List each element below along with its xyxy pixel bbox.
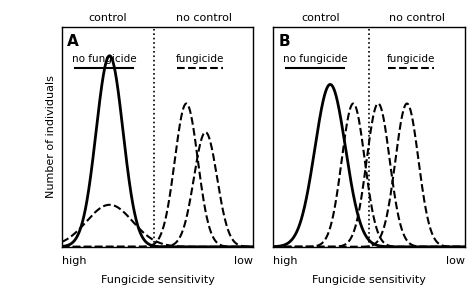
Text: fungicide: fungicide xyxy=(387,54,435,64)
Text: low: low xyxy=(446,256,465,265)
Text: Fungicide sensitivity: Fungicide sensitivity xyxy=(100,275,215,285)
Text: no fungicide: no fungicide xyxy=(283,54,347,64)
Text: no control: no control xyxy=(389,13,445,23)
Text: low: low xyxy=(235,256,254,265)
Text: control: control xyxy=(88,13,127,23)
Text: Fungicide sensitivity: Fungicide sensitivity xyxy=(311,275,426,285)
Text: high: high xyxy=(62,256,86,265)
Text: control: control xyxy=(301,13,340,23)
Text: B: B xyxy=(278,34,290,49)
Y-axis label: Number of individuals: Number of individuals xyxy=(46,76,56,198)
Text: high: high xyxy=(273,256,297,265)
Text: no fungicide: no fungicide xyxy=(72,54,136,64)
Text: no control: no control xyxy=(175,13,232,23)
Text: fungicide: fungicide xyxy=(175,54,224,64)
Text: A: A xyxy=(67,34,79,49)
